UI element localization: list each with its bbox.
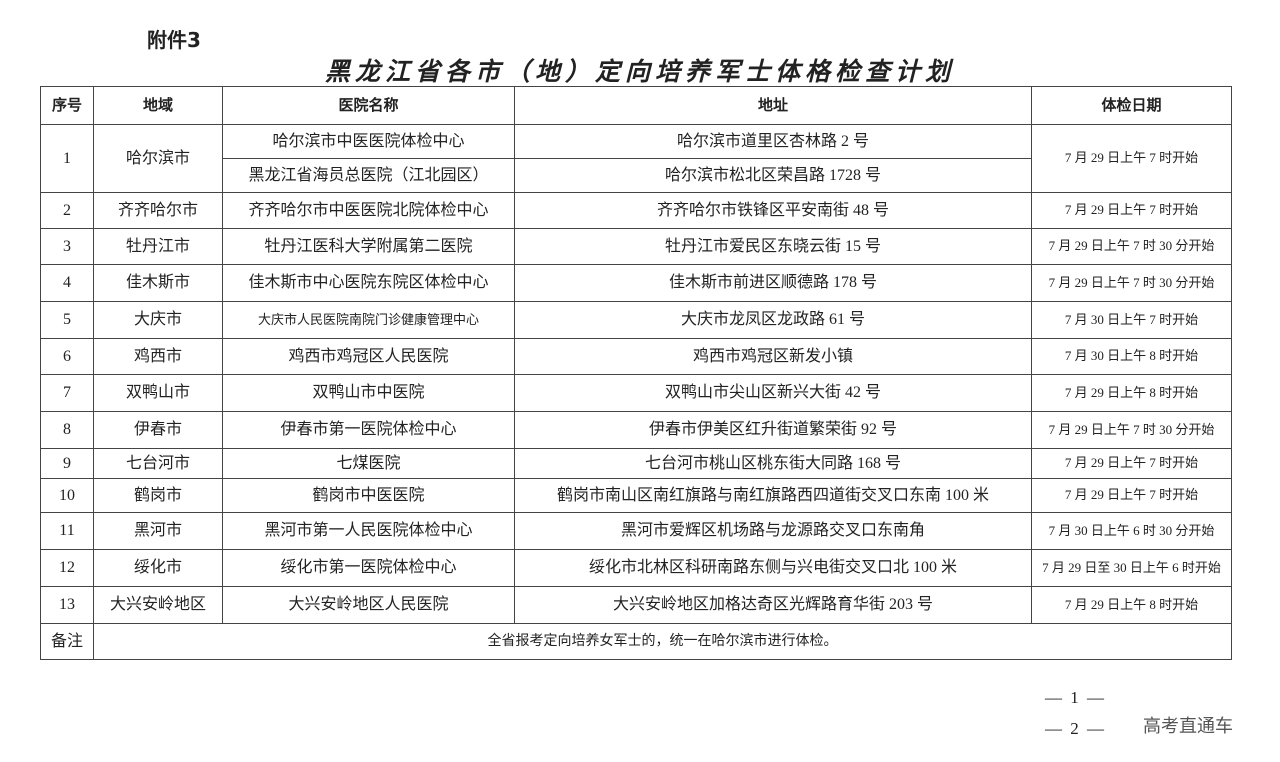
region-cell: 鹤岗市 [93, 478, 223, 513]
exam-schedule-table: 序号 地域 医院名称 地址 体检日期 1 哈尔滨市 哈尔滨市中医医院体检中心 哈… [40, 86, 1232, 660]
date-cell: 7 月 29 日上午 7 时 30 分开始 [1031, 228, 1232, 265]
row-number: 5 [40, 301, 94, 339]
date-cell: 7 月 29 日上午 7 时开始 [1031, 124, 1232, 193]
hospital-cell: 大庆市人民医院南院门诊健康管理中心 [222, 301, 515, 339]
date-cell: 7 月 30 日上午 6 时 30 分开始 [1031, 512, 1232, 550]
region-cell: 七台河市 [93, 448, 223, 479]
address-cell: 大庆市龙凤区龙政路 61 号 [514, 301, 1032, 339]
row-number: 10 [40, 478, 94, 513]
header-cell: 地域 [93, 86, 223, 125]
table-row: 黑龙江省海员总医院（江北园区） 哈尔滨市松北区荣昌路 1728 号 [41, 158, 1232, 193]
note-label: 备注 [40, 623, 94, 660]
hospital-cell: 双鸭山市中医院 [222, 374, 515, 412]
region-cell: 佳木斯市 [93, 264, 223, 302]
page-title: 黑龙江省各市（地）定向培养军士体格检查计划 [324, 59, 955, 86]
row-number: 6 [40, 338, 94, 375]
address-cell: 佳木斯市前进区顺德路 178 号 [514, 264, 1032, 302]
region-cell: 牡丹江市 [93, 228, 223, 265]
header-cell: 序号 [40, 86, 94, 125]
address-cell: 牡丹江市爱民区东晓云街 15 号 [514, 228, 1032, 265]
address-cell: 齐齐哈尔市铁锋区平安南街 48 号 [514, 192, 1032, 229]
date-cell: 7 月 30 日上午 8 时开始 [1031, 338, 1232, 375]
row-number: 3 [40, 228, 94, 265]
hospital-cell: 鸡西市鸡冠区人民医院 [222, 338, 515, 375]
hospital-cell: 伊春市第一医院体检中心 [222, 411, 515, 449]
hospital-cell: 黑河市第一人民医院体检中心 [222, 512, 515, 550]
row-number: 12 [40, 549, 94, 587]
note-row: 备注 全省报考定向培养女军士的，统一在哈尔滨市进行体检。 [40, 623, 1232, 660]
hospital-cell: 齐齐哈尔市中医医院北院体检中心 [222, 192, 515, 229]
date-cell: 7 月 29 日上午 8 时开始 [1031, 586, 1232, 624]
row-number: 4 [40, 264, 94, 302]
page-number-1: — 1 — [1045, 688, 1106, 707]
address-cell: 哈尔滨市松北区荣昌路 1728 号 [514, 158, 1032, 193]
date-cell: 7 月 29 日至 30 日上午 6 时开始 [1031, 549, 1232, 587]
page-number-2: — 2 — [1045, 719, 1106, 738]
hospital-cell: 佳木斯市中心医院东院区体检中心 [222, 264, 515, 302]
region-cell: 大庆市 [93, 301, 223, 339]
date-cell: 7 月 29 日上午 7 时开始 [1031, 478, 1232, 513]
row-number: 2 [40, 192, 94, 229]
date-cell: 7 月 30 日上午 7 时开始 [1031, 301, 1232, 339]
region-cell: 鸡西市 [93, 338, 223, 375]
table-row: 1 哈尔滨市 哈尔滨市中医医院体检中心 哈尔滨市道里区杏林路 2 号 7 月 2… [40, 124, 1232, 193]
header-cell: 体检日期 [1031, 86, 1232, 125]
address-cell: 七台河市桃山区桃东街大同路 168 号 [514, 448, 1032, 479]
hospital-cell: 绥化市第一医院体检中心 [222, 549, 515, 587]
table-row: 11 黑河市 黑河市第一人民医院体检中心 黑河市爱辉区机场路与龙源路交叉口东南角 7 月… [40, 512, 1232, 550]
row-number: 9 [40, 448, 94, 479]
address-cell: 哈尔滨市道里区杏林路 2 号 [514, 124, 1032, 159]
region-cell: 双鸭山市 [93, 374, 223, 412]
address-cell: 伊春市伊美区红升街道繁荣街 92 号 [514, 411, 1032, 449]
table-row: 12 绥化市 绥化市第一医院体检中心 绥化市北林区科研南路东侧与兴电街交叉口北 100… [40, 549, 1232, 587]
header-cell: 医院名称 [222, 86, 515, 125]
row-number: 1 [40, 124, 94, 193]
table-header-row: 序号 地域 医院名称 地址 体检日期 [40, 86, 1232, 125]
address-cell: 鹤岗市南山区南红旗路与南红旗路西四道街交叉口东南 100 米 [514, 478, 1032, 513]
address-cell: 大兴安岭地区加格达奇区光辉路育华街 203 号 [514, 586, 1032, 624]
hospital-cell: 七煤医院 [222, 448, 515, 479]
date-cell: 7 月 29 日上午 7 时 30 分开始 [1031, 411, 1232, 449]
row-number: 7 [40, 374, 94, 412]
row-number: 13 [40, 586, 94, 624]
table-row: 10 鹤岗市 鹤岗市中医医院 鹤岗市南山区南红旗路与南红旗路西四道街交叉口东南 100… [40, 478, 1232, 513]
date-cell: 7 月 29 日上午 7 时开始 [1031, 448, 1232, 479]
date-cell: 7 月 29 日上午 7 时开始 [1031, 192, 1232, 229]
region-cell: 黑河市 [93, 512, 223, 550]
address-cell: 双鸭山市尖山区新兴大街 42 号 [514, 374, 1032, 412]
table-row: 13 大兴安岭地区 大兴安岭地区人民医院 大兴安岭地区加格达奇区光辉路育华街 203 … [40, 586, 1232, 624]
region-cell: 绥化市 [93, 549, 223, 587]
address-cell: 鸡西市鸡冠区新发小镇 [514, 338, 1032, 375]
address-cell: 绥化市北林区科研南路东侧与兴电街交叉口北 100 米 [514, 549, 1032, 587]
table-row: 6 鸡西市 鸡西市鸡冠区人民医院 鸡西市鸡冠区新发小镇 7 月 30 日上午 8 时开始 [40, 338, 1232, 375]
hospital-cell: 牡丹江医科大学附属第二医院 [222, 228, 515, 265]
region-cell: 伊春市 [93, 411, 223, 449]
hospital-cell: 鹤岗市中医医院 [222, 478, 515, 513]
hospital-cell: 哈尔滨市中医医院体检中心 [222, 124, 515, 159]
hospital-cell: 黑龙江省海员总医院（江北园区） [222, 158, 515, 193]
attachment-label: 附件3 [147, 28, 201, 52]
watermark: 高考直通车 [1143, 716, 1233, 737]
row-number: 11 [40, 512, 94, 550]
hospital-cell: 大兴安岭地区人民医院 [222, 586, 515, 624]
region-cell: 大兴安岭地区 [93, 586, 223, 624]
region-cell: 哈尔滨市 [93, 124, 223, 193]
region-cell: 齐齐哈尔市 [93, 192, 223, 229]
row-number: 8 [40, 411, 94, 449]
date-cell: 7 月 29 日上午 7 时 30 分开始 [1031, 264, 1232, 302]
note-text: 全省报考定向培养女军士的，统一在哈尔滨市进行体检。 [93, 623, 1232, 660]
header-cell: 地址 [514, 86, 1032, 125]
address-cell: 黑河市爱辉区机场路与龙源路交叉口东南角 [514, 512, 1032, 550]
date-cell: 7 月 29 日上午 8 时开始 [1031, 374, 1232, 412]
